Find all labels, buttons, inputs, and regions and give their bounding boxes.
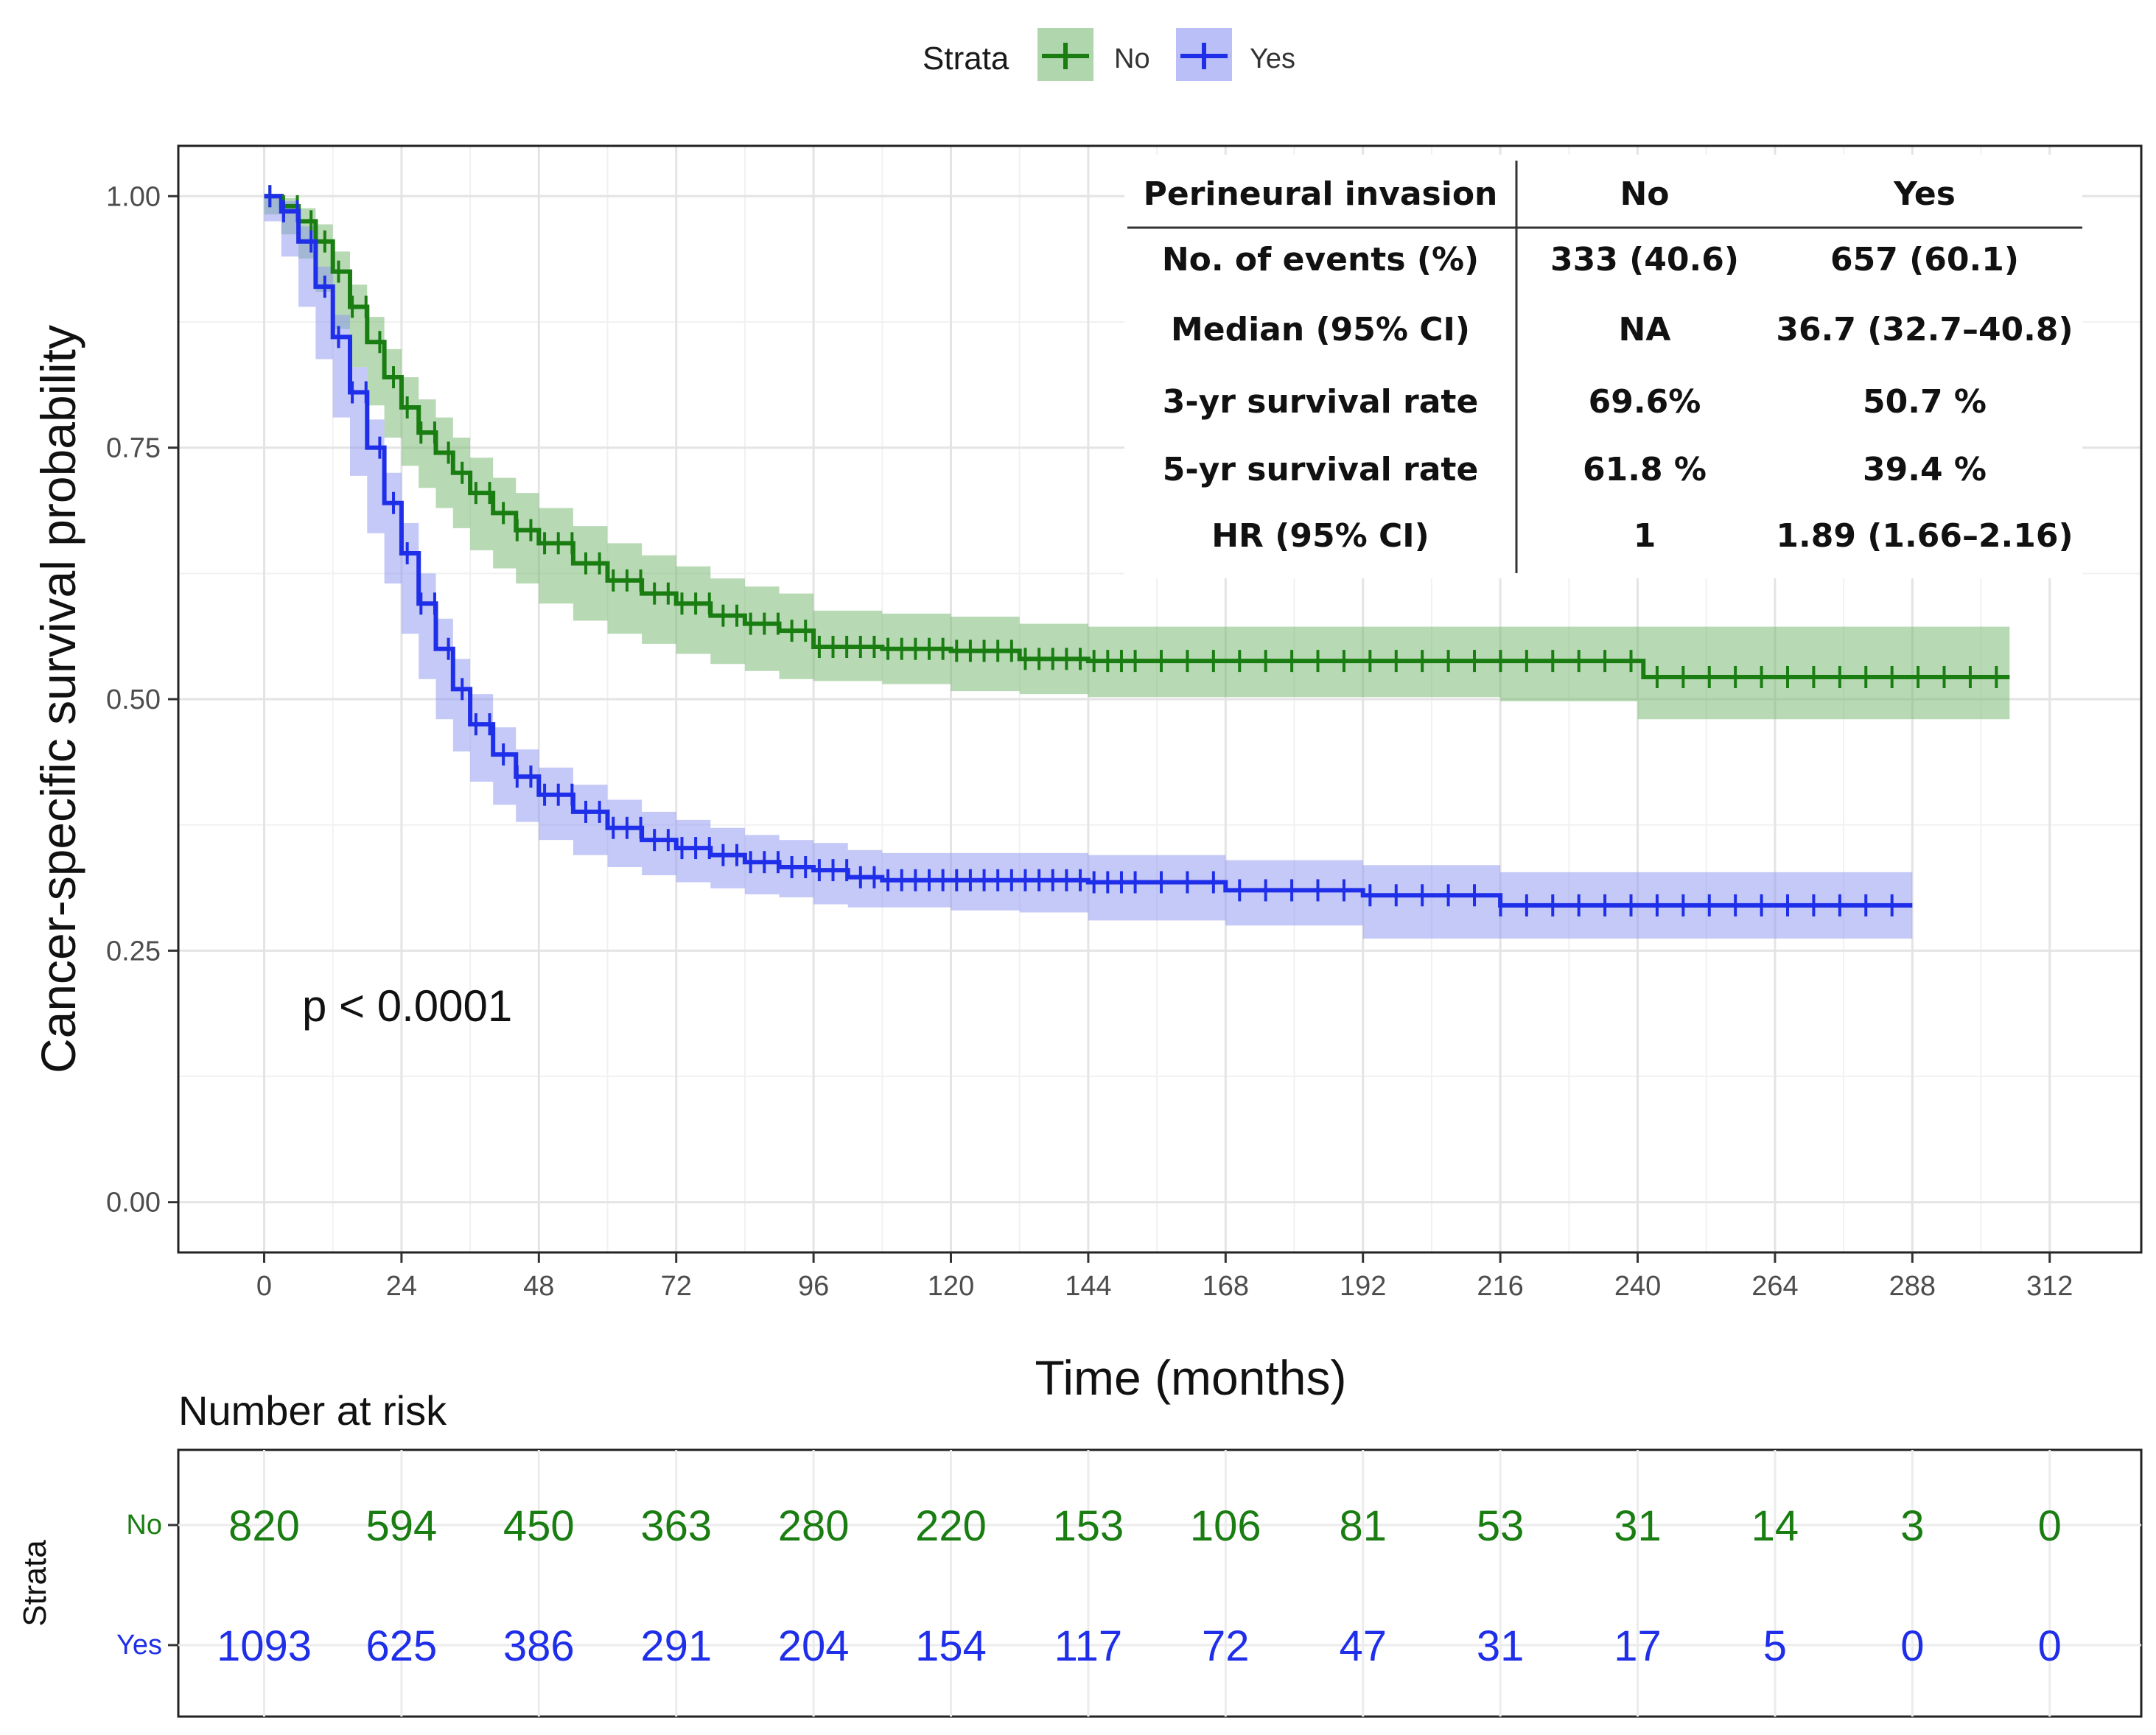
risk-count-yes: 291 (640, 1622, 712, 1670)
x-tick-label: 48 (523, 1271, 554, 1302)
x-tick-label: 168 (1203, 1271, 1249, 1302)
risk-count-yes: 0 (1900, 1622, 1924, 1670)
risk-count-yes: 5 (1763, 1622, 1787, 1670)
x-axis: 0 24 48 72 96 120 144 168 192 216 240 264 288 312 (256, 1252, 2073, 1302)
inset-table-cell: 3-yr survival rate (1163, 383, 1479, 421)
risk-table-title: Number at risk (178, 1387, 447, 1434)
risk-count-no: 31 (1614, 1502, 1662, 1550)
y-axis-label: Cancer-specific survival probability (31, 325, 85, 1073)
x-tick-label: 216 (1477, 1271, 1523, 1302)
inset-table-background (1124, 155, 2082, 578)
x-tick-label: 96 (798, 1271, 829, 1302)
risk-count-yes: 625 (366, 1622, 438, 1670)
inset-table-header-cell: Perineural invasion (1144, 175, 1498, 213)
risk-count-yes: 1093 (217, 1622, 312, 1670)
legend-title: Strata (923, 41, 1009, 77)
inset-table-cell: 657 (60.1) (1830, 241, 2019, 278)
risk-count-yes: 0 (2038, 1622, 2062, 1670)
inset-table-cell: 5-yr survival rate (1163, 451, 1479, 488)
y-tick-label: 0.00 (106, 1188, 161, 1219)
risk-count-yes: 386 (503, 1622, 575, 1670)
ci-band-no (264, 196, 2010, 720)
x-tick-label: 264 (1751, 1271, 1798, 1302)
legend-label-no: No (1114, 43, 1150, 74)
inset-table-cell: 1.89 (1.66–2.16) (1776, 517, 2073, 555)
risk-table-ylabel: Strata (17, 1540, 53, 1627)
x-tick-label: 240 (1614, 1271, 1661, 1302)
inset-table-cell: 69.6% (1589, 383, 1701, 421)
x-tick-label: 0 (256, 1271, 272, 1302)
risk-count-no: 450 (503, 1502, 575, 1550)
inset-table-header-cell: No (1620, 175, 1669, 213)
risk-table-grid (178, 1450, 2141, 1717)
risk-count-yes: 204 (778, 1622, 850, 1670)
x-tick-label: 192 (1340, 1271, 1386, 1302)
inset-table-cell: No. of events (%) (1162, 241, 1479, 278)
risk-count-no: 594 (366, 1502, 438, 1550)
x-tick-label: 72 (661, 1271, 692, 1302)
risk-count-yes: 17 (1614, 1622, 1662, 1670)
risk-count-no: 0 (2038, 1502, 2062, 1550)
legend: Strata No Yes (923, 28, 1295, 81)
risk-count-yes: 72 (1202, 1622, 1250, 1670)
risk-count-no: 820 (228, 1502, 300, 1550)
inset-table-cell: 61.8 % (1583, 451, 1707, 488)
inset-table-header-cell: Yes (1893, 175, 1956, 213)
inset-table-cell: HR (95% CI) (1211, 517, 1429, 555)
confidence-bands (264, 196, 2010, 939)
risk-count-yes: 31 (1477, 1622, 1525, 1670)
risk-count-no: 53 (1477, 1502, 1525, 1550)
risk-count-no: 363 (640, 1502, 712, 1550)
risk-count-no: 14 (1751, 1502, 1799, 1550)
censor-marks (268, 185, 1998, 916)
inset-table: Perineural invasion No Yes No. of events (%… (1124, 155, 2082, 578)
x-tick-label: 120 (928, 1271, 974, 1302)
x-tick-label: 144 (1065, 1271, 1111, 1302)
risk-count-yes: 47 (1339, 1622, 1387, 1670)
inset-table-cell: 36.7 (32.7–40.8) (1776, 311, 2073, 348)
risk-count-no: 3 (1900, 1502, 1924, 1550)
risk-table-rows: No 820 594 450 363 280 220 153 106 81 53 31 14 3 0 Yes 1… (116, 1502, 2062, 1670)
y-axis: 0.00 0.25 0.50 0.75 1.00 (106, 181, 178, 1219)
legend-label-yes: Yes (1250, 43, 1295, 74)
risk-count-no: 81 (1339, 1502, 1387, 1550)
inset-table-cell: NA (1619, 311, 1671, 348)
risk-count-no: 280 (778, 1502, 850, 1550)
inset-table-cells: Perineural invasion No Yes No. of events (%… (1144, 175, 2073, 555)
inset-table-cell: 39.4 % (1863, 451, 1987, 488)
risk-count-yes: 154 (915, 1622, 987, 1670)
y-tick-label: 0.75 (106, 433, 161, 464)
inset-table-cell: 1 (1634, 517, 1656, 555)
inset-table-cell: 50.7 % (1863, 383, 1987, 421)
risk-count-no: 153 (1053, 1502, 1124, 1550)
y-tick-label: 1.00 (106, 181, 161, 212)
p-value-annotation: p < 0.0001 (302, 981, 512, 1031)
risk-count-no: 220 (915, 1502, 987, 1550)
x-tick-label: 24 (386, 1271, 417, 1302)
inset-table-cell: 333 (40.6) (1550, 241, 1739, 278)
x-tick-label: 312 (2026, 1271, 2073, 1302)
risk-table-panel (177, 1448, 2143, 1718)
risk-count-no: 106 (1190, 1502, 1261, 1550)
x-axis-label: Time (months) (1035, 1350, 1347, 1405)
risk-row-label-no: No (126, 1510, 162, 1541)
risk-count-yes: 117 (1054, 1622, 1122, 1670)
y-tick-label: 0.50 (106, 684, 161, 715)
risk-row-label-yes: Yes (116, 1630, 162, 1661)
inset-table-cell: Median (95% CI) (1171, 311, 1470, 348)
x-tick-label: 288 (1889, 1271, 1936, 1302)
y-tick-label: 0.25 (106, 936, 161, 967)
